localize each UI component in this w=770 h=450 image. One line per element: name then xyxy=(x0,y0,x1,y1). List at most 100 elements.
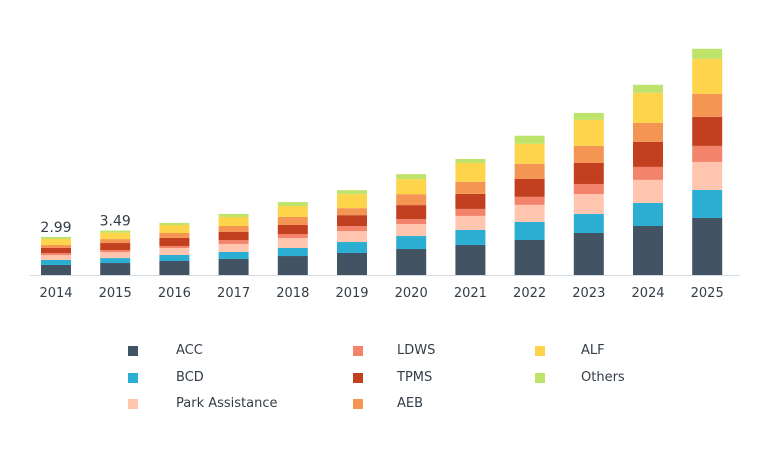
bar-2023-bcd xyxy=(573,214,604,233)
bar-2017-park-assistance xyxy=(218,243,249,252)
bar-2016-acc xyxy=(159,260,190,275)
bar-2019-tpms xyxy=(337,215,367,227)
bar-2023-aeb xyxy=(573,145,604,163)
bar-2020-tpms xyxy=(396,205,427,220)
bar-2019-aeb xyxy=(337,208,367,216)
legend-item-ldws[interactable]: LDWS xyxy=(397,343,436,358)
bar-2019-others xyxy=(337,190,367,195)
bar-2021-others xyxy=(455,159,486,163)
x-tick-label: 2024 xyxy=(631,286,664,300)
x-tick-label: 2025 xyxy=(691,286,724,300)
x-tick-label: 2015 xyxy=(99,286,132,300)
legend-swatch xyxy=(353,373,363,383)
bar-2020-bcd xyxy=(396,236,427,250)
stacked-bar-chart: 2014 2.99 2015 3.49 2016 2017 2018 2019 2020 2021… xyxy=(30,48,740,300)
bar-2021-acc xyxy=(455,244,486,275)
legend-swatch xyxy=(535,346,545,356)
bar-2025-aeb xyxy=(692,93,723,117)
bar-2025-alf xyxy=(692,58,723,94)
bar-2020-alf xyxy=(396,179,427,195)
bar-2021-bcd xyxy=(455,229,486,245)
bar-2020-ldws xyxy=(396,219,427,225)
bar-2024-ldws xyxy=(633,166,663,180)
bar-2019-ldws xyxy=(337,226,367,232)
bar-2021-aeb xyxy=(455,181,486,194)
bar-2019-park-assistance xyxy=(337,231,367,243)
bar-2022-acc xyxy=(514,239,545,275)
bar-2015-others xyxy=(100,230,131,233)
bar-2025-ldws xyxy=(692,145,723,162)
bar-2016-tpms xyxy=(159,237,190,246)
legend-item-bcd[interactable]: BCD xyxy=(176,370,204,385)
data-label: 2.99 xyxy=(40,220,71,236)
bar-2018-park-assistance xyxy=(277,237,308,249)
legend-item-acc[interactable]: ACC xyxy=(176,343,203,358)
bar-2023-acc xyxy=(573,232,604,275)
bar-2015-acc xyxy=(100,263,131,275)
legend-swatch xyxy=(353,399,363,409)
bar-2019-alf xyxy=(337,194,367,209)
bar-2016-others xyxy=(159,222,190,225)
bar-2018-alf xyxy=(277,205,308,217)
legend-swatch xyxy=(535,373,545,383)
legend-item-tpms[interactable]: TPMS xyxy=(397,370,433,385)
bar-2024-acc xyxy=(633,225,663,275)
bar-2018-others xyxy=(277,202,308,206)
bar-2016-park-assistance xyxy=(159,248,190,256)
bar-2017-others xyxy=(218,213,249,217)
bar-2023-others xyxy=(573,112,604,120)
bar-2015-bcd xyxy=(100,258,131,264)
legend-item-alf[interactable]: ALF xyxy=(581,343,605,358)
bar-2015-ldws xyxy=(100,250,131,253)
bar-2025-park-assistance xyxy=(692,161,723,190)
bar-2019-bcd xyxy=(337,242,367,253)
bar-2019-acc xyxy=(337,252,367,275)
bar-2023-alf xyxy=(573,119,604,146)
bar-2018-aeb xyxy=(277,216,308,225)
bar-2014-alf xyxy=(41,238,71,245)
x-tick-label: 2016 xyxy=(158,286,191,300)
bar-2018-ldws xyxy=(277,234,308,238)
legend-swatch xyxy=(128,346,138,356)
bar-2022-aeb xyxy=(514,163,545,179)
bar-2015-park-assistance xyxy=(100,252,131,259)
bar-2022-ldws xyxy=(514,196,545,205)
bar-2015-tpms xyxy=(100,243,131,251)
bar-2017-bcd xyxy=(218,251,249,259)
bar-2023-tpms xyxy=(573,162,604,184)
legend-item-others[interactable]: Others xyxy=(581,370,625,385)
bar-2015-alf xyxy=(100,232,131,240)
x-tick-label: 2014 xyxy=(39,286,72,300)
bar-2024-bcd xyxy=(633,202,663,226)
bar-2021-ldws xyxy=(455,208,486,216)
x-tick-label: 2021 xyxy=(454,286,487,300)
x-tick-label: 2020 xyxy=(395,286,428,300)
bar-2024-aeb xyxy=(633,122,663,142)
legend-swatch xyxy=(128,399,138,409)
bar-2016-ldws xyxy=(159,245,190,249)
bar-2017-ldws xyxy=(218,239,249,244)
bar-2016-bcd xyxy=(159,255,190,261)
bar-2024-tpms xyxy=(633,141,663,167)
bar-2025-bcd xyxy=(692,189,723,218)
bar-2024-alf xyxy=(633,92,663,123)
bar-2014-bcd xyxy=(41,259,71,265)
bar-2021-tpms xyxy=(455,193,486,209)
bar-2025-others xyxy=(692,48,723,59)
bar-2014-others xyxy=(41,236,71,239)
bar-2023-park-assistance xyxy=(573,194,604,215)
legend-swatch xyxy=(353,346,363,356)
bar-2016-aeb xyxy=(159,232,190,238)
bar-2020-acc xyxy=(396,249,427,275)
legend-item-park-assistance[interactable]: Park Assistance xyxy=(176,396,278,411)
bar-2024-park-assistance xyxy=(633,179,663,203)
bar-2021-alf xyxy=(455,162,486,182)
bar-2016-alf xyxy=(159,224,190,233)
x-tick-label: 2018 xyxy=(276,286,309,300)
legend-item-aeb[interactable]: AEB xyxy=(397,396,424,411)
legend-swatch xyxy=(128,373,138,383)
bar-2017-tpms xyxy=(218,231,249,240)
bar-2014-tpms xyxy=(41,248,71,253)
bar-2014-park-assistance xyxy=(41,255,71,260)
x-tick-label: 2022 xyxy=(513,286,546,300)
